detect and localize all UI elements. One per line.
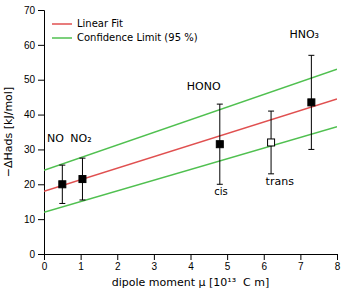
y-tick: 10 xyxy=(24,214,44,225)
legend-label: Linear Fit xyxy=(77,18,123,29)
y-tick: 60 xyxy=(24,40,44,51)
line xyxy=(44,69,337,170)
point-label: trans xyxy=(266,175,295,188)
point-label: NO xyxy=(47,132,64,145)
point xyxy=(216,141,223,148)
x-tick-label: 6 xyxy=(261,261,267,272)
legend-label: Confidence Limit (95 %) xyxy=(77,32,198,43)
legend: Linear Fit Confidence Limit (95 %) xyxy=(52,18,198,43)
y-tick: 0 xyxy=(29,249,44,260)
point xyxy=(59,181,66,188)
error-bar xyxy=(268,111,274,174)
point xyxy=(79,176,86,183)
y-tick: 40 xyxy=(24,109,44,120)
y-tick-mark xyxy=(38,254,44,255)
error-bar xyxy=(308,55,314,149)
legend-item: Linear Fit xyxy=(52,18,123,29)
x-tick-label: 3 xyxy=(152,261,158,272)
x-tick-label: 2 xyxy=(115,261,121,272)
plot-area xyxy=(44,55,337,212)
y-tick-label: 50 xyxy=(24,74,36,85)
point-label: NO₂ xyxy=(70,132,91,145)
x-axis-title: dipole moment μ [10¹³ C m] xyxy=(112,276,270,289)
error-bar xyxy=(217,104,223,184)
point-label: HONO xyxy=(187,80,221,93)
y-tick-mark xyxy=(38,149,44,150)
x-tick-label: 4 xyxy=(188,261,194,272)
x-tick-label: 7 xyxy=(298,261,304,272)
y-tick-mark xyxy=(38,184,44,185)
y-axis: 0 10 20 30 40 50 60 70 xyxy=(24,5,45,260)
x-tick: 5 xyxy=(225,254,231,272)
x-tick: 4 xyxy=(188,254,194,272)
x-tick: 3 xyxy=(152,254,158,272)
x-tick-label: 0 xyxy=(42,261,48,272)
x-tick-mark xyxy=(337,254,338,260)
x-tick-mark xyxy=(264,254,265,260)
point-label: HNO₃ xyxy=(289,28,319,41)
y-tick-label: 70 xyxy=(24,5,36,16)
y-tick-mark xyxy=(38,10,44,11)
legend-swatch xyxy=(52,23,72,25)
y-tick: 70 xyxy=(24,5,44,16)
chart: 0 1 2 3 4 5 6 7 8 0 10 20 30 40 50 60 70 NO NO₂ HONO HNO₃ tra… xyxy=(0,0,349,290)
x-tick-label: 5 xyxy=(225,261,231,272)
x-tick: 1 xyxy=(78,254,84,272)
y-tick-label: 40 xyxy=(24,109,36,120)
x-tick-mark xyxy=(191,254,192,260)
y-tick-label: 30 xyxy=(24,144,36,155)
line xyxy=(44,127,337,212)
x-tick: 6 xyxy=(261,254,267,272)
y-tick-mark xyxy=(38,80,44,81)
x-tick: 0 xyxy=(42,254,48,272)
y-tick-label: 20 xyxy=(24,179,36,190)
line xyxy=(44,99,337,191)
y-tick-label: 10 xyxy=(24,214,36,225)
x-axis-line xyxy=(45,255,338,261)
x-tick-mark xyxy=(117,254,118,260)
x-tick-label: 8 xyxy=(335,261,341,272)
x-tick-mark xyxy=(300,254,301,260)
y-tick-label: 0 xyxy=(29,249,35,260)
point xyxy=(268,139,275,146)
x-tick-mark xyxy=(227,254,228,260)
y-tick-mark xyxy=(38,115,44,116)
error-bar xyxy=(59,165,65,203)
point xyxy=(308,99,315,106)
y-tick: 20 xyxy=(24,179,44,190)
x-tick-label: 1 xyxy=(78,261,84,272)
x-tick-mark xyxy=(154,254,155,260)
y-tick-mark xyxy=(38,45,44,46)
y-tick-mark xyxy=(38,219,44,220)
x-axis: 0 1 2 3 4 5 6 7 8 xyxy=(42,254,341,272)
labels: NO NO₂ HONO HNO₃ trans cis xyxy=(47,28,319,197)
x-tick: 7 xyxy=(298,254,304,272)
y-axis-title: −ΔHads [kJ/mol] xyxy=(2,87,15,177)
legend-swatch xyxy=(52,37,72,39)
x-tick: 2 xyxy=(115,254,121,272)
legend-item: Confidence Limit (95 %) xyxy=(52,32,198,43)
y-axis-line xyxy=(38,11,45,255)
x-tick: 8 xyxy=(335,254,341,272)
error-bar xyxy=(79,158,85,200)
annotation: cis xyxy=(214,186,228,197)
y-tick-label: 60 xyxy=(24,40,36,51)
y-tick: 30 xyxy=(24,144,44,155)
y-tick: 50 xyxy=(24,74,44,85)
x-tick-mark xyxy=(81,254,82,260)
